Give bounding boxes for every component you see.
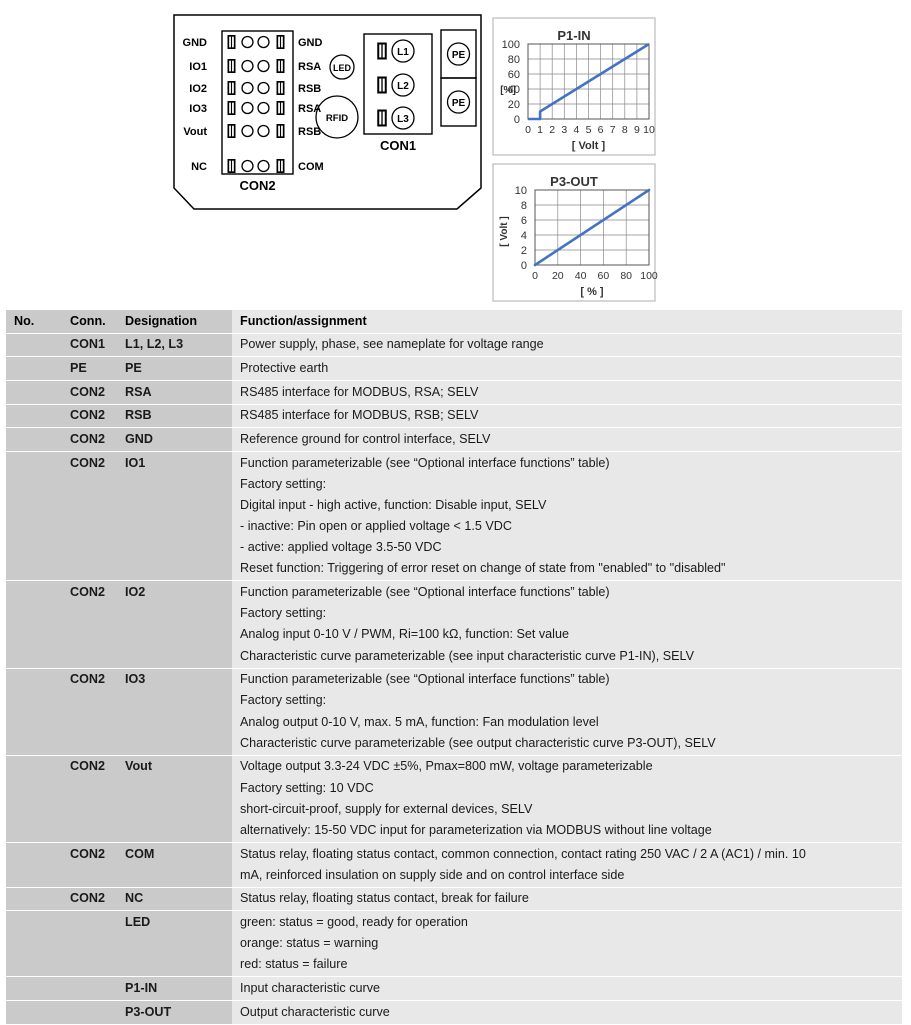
svg-text:L2: L2 [397, 81, 409, 92]
svg-text:IO2: IO2 [189, 83, 207, 95]
svg-text:5: 5 [586, 124, 592, 136]
svg-text:10: 10 [643, 124, 655, 136]
svg-text:8: 8 [622, 124, 628, 136]
svg-text:7: 7 [610, 124, 616, 136]
svg-text:0: 0 [532, 270, 538, 282]
svg-text:100: 100 [502, 39, 520, 51]
svg-text:20: 20 [552, 270, 564, 282]
svg-text:4: 4 [521, 230, 527, 242]
svg-text:6: 6 [598, 124, 604, 136]
svg-text:RFID: RFID [326, 113, 348, 124]
svg-text:2: 2 [521, 245, 527, 257]
svg-text:L3: L3 [397, 114, 409, 125]
svg-text:80: 80 [620, 270, 632, 282]
svg-text:GND: GND [183, 37, 208, 49]
svg-text:100: 100 [640, 270, 658, 282]
svg-text:4: 4 [573, 124, 579, 136]
svg-text:8: 8 [521, 200, 527, 212]
svg-text:60: 60 [598, 270, 610, 282]
svg-text:[%]: [%] [500, 85, 516, 96]
svg-text:40: 40 [575, 270, 587, 282]
svg-text:IO3: IO3 [189, 103, 207, 115]
svg-text:PE: PE [452, 50, 466, 61]
svg-text:IO1: IO1 [189, 61, 207, 73]
svg-text:60: 60 [508, 69, 520, 81]
svg-text:LED: LED [333, 63, 352, 73]
svg-text:Vout: Vout [183, 126, 207, 138]
svg-text:GND: GND [298, 37, 323, 49]
svg-text:RSA: RSA [298, 61, 321, 73]
svg-text:CON2: CON2 [239, 178, 275, 193]
svg-text:10: 10 [515, 185, 527, 197]
svg-text:0: 0 [525, 124, 531, 136]
svg-text:1: 1 [537, 124, 543, 136]
svg-text:P1-IN: P1-IN [557, 28, 590, 43]
svg-text:20: 20 [508, 99, 520, 111]
svg-text:COM: COM [298, 161, 324, 173]
svg-text:2: 2 [549, 124, 555, 136]
svg-text:9: 9 [634, 124, 640, 136]
svg-text:0: 0 [521, 260, 527, 272]
svg-text:80: 80 [508, 54, 520, 66]
svg-text:[ Volt ]: [ Volt ] [499, 216, 510, 246]
svg-text:NC: NC [191, 161, 207, 173]
svg-text:L1: L1 [397, 47, 409, 58]
svg-text:6: 6 [521, 215, 527, 227]
svg-text:0: 0 [514, 114, 520, 126]
svg-text:PE: PE [452, 98, 466, 109]
svg-text:3: 3 [561, 124, 567, 136]
svg-text:[ % ]: [ % ] [580, 286, 604, 298]
svg-text:CON1: CON1 [380, 138, 416, 153]
svg-text:RSB: RSB [298, 126, 321, 138]
svg-text:RSB: RSB [298, 83, 321, 95]
svg-text:P3-OUT: P3-OUT [550, 174, 598, 189]
svg-text:[ Volt ]: [ Volt ] [572, 140, 606, 152]
